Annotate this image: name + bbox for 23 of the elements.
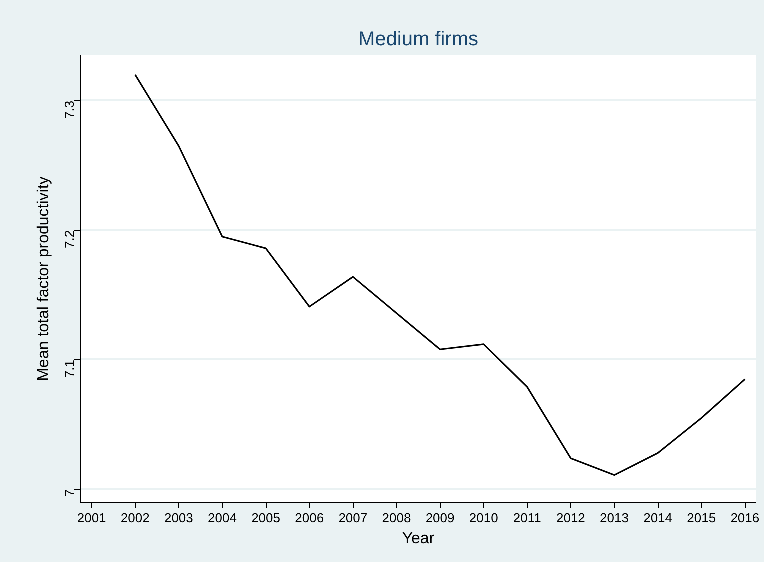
x-tick-label: 2013	[600, 510, 629, 526]
x-tick-label: 2001	[77, 510, 106, 526]
chart-title: Medium firms	[358, 28, 479, 50]
x-tick-label: 2010	[469, 510, 498, 526]
x-tick-label: 2016	[730, 510, 760, 526]
x-tick-label: 2009	[426, 510, 455, 526]
y-tick-label: 7.2	[62, 230, 77, 248]
x-axis-title: Year	[402, 530, 436, 548]
x-tick-label: 2014	[644, 510, 673, 526]
x-tick-label: 2011	[513, 510, 542, 526]
x-tick-label: 2002	[120, 510, 150, 526]
x-tick-label: 2012	[556, 510, 586, 526]
x-tick-label: 2015	[687, 510, 716, 526]
x-tick-label: 2008	[382, 510, 412, 526]
y-tick-label: 7	[62, 490, 77, 497]
y-axis-title: Mean total factor productivity	[36, 176, 52, 382]
y-tick-label: 7.1	[62, 360, 77, 378]
y-tick-label: 7.3	[62, 100, 77, 119]
x-tick-label: 2007	[338, 510, 368, 526]
x-tick-label: 2005	[252, 510, 281, 526]
x-tick-label: 2004	[208, 510, 237, 526]
x-tick-label: 2006	[295, 510, 324, 526]
x-tick-label: 2003	[164, 510, 194, 526]
